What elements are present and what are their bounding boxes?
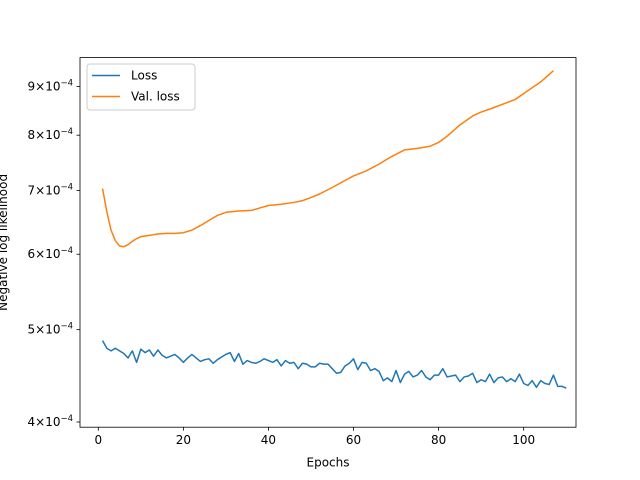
legend-label-0: Loss (131, 69, 157, 83)
series-layer (101, 70, 567, 389)
y-axis: 4×10−4 5×10−4 6×10−4 7×10−4 8×10−4 9×10−4 (28, 78, 80, 429)
y-axis-label: Negative log likelihood (0, 174, 10, 311)
x-tick-label: 80 (431, 433, 446, 447)
y-tick-label: 9×10−4 (28, 78, 74, 93)
x-tick-label: 0 (94, 433, 102, 447)
series-line-1 (101, 70, 554, 248)
y-tick-label: 4×10−4 (28, 414, 74, 429)
legend: Loss Val. loss (86, 63, 196, 111)
y-tick-label: 7×10−4 (28, 182, 74, 197)
plot-frame (79, 57, 577, 428)
x-tick-label: 60 (346, 433, 361, 447)
legend-label-1: Val. loss (131, 90, 180, 104)
series-line-0 (101, 340, 567, 389)
x-tick-label: 100 (512, 433, 535, 447)
x-tick-label: 40 (261, 433, 276, 447)
y-tick-label: 6×10−4 (28, 246, 74, 261)
y-tick-label: 5×10−4 (28, 322, 74, 337)
x-tick-label: 20 (176, 433, 191, 447)
y-tick-label: 8×10−4 (28, 127, 74, 142)
x-axis-label: Epochs (307, 456, 350, 470)
x-axis: 0 20 40 60 80 100 (94, 427, 535, 447)
